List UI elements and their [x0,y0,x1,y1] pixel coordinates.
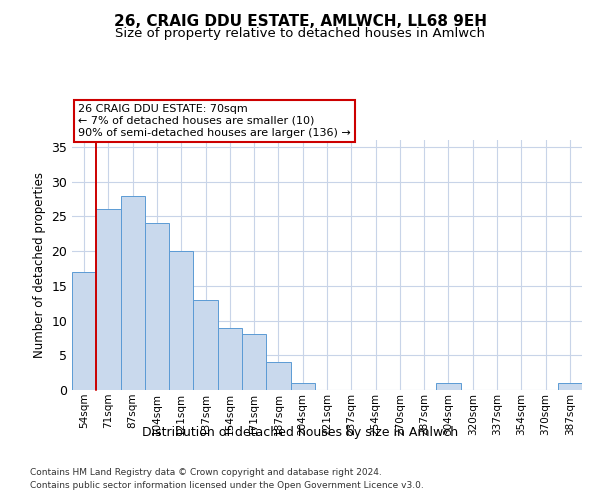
Text: 26 CRAIG DDU ESTATE: 70sqm
← 7% of detached houses are smaller (10)
90% of semi-: 26 CRAIG DDU ESTATE: 70sqm ← 7% of detac… [78,104,351,138]
Text: Contains public sector information licensed under the Open Government Licence v3: Contains public sector information licen… [30,482,424,490]
Bar [121,196,145,390]
Bar [96,210,121,390]
Bar [72,272,96,390]
Bar [242,334,266,390]
Bar [290,383,315,390]
Text: Size of property relative to detached houses in Amlwch: Size of property relative to detached ho… [115,28,485,40]
Bar [193,300,218,390]
Bar [145,224,169,390]
Text: Distribution of detached houses by size in Amlwch: Distribution of detached houses by size … [142,426,458,439]
Bar [218,328,242,390]
Bar [558,383,582,390]
Text: 26, CRAIG DDU ESTATE, AMLWCH, LL68 9EH: 26, CRAIG DDU ESTATE, AMLWCH, LL68 9EH [113,14,487,28]
Y-axis label: Number of detached properties: Number of detached properties [33,172,46,358]
Bar [436,383,461,390]
Bar [169,251,193,390]
Text: Contains HM Land Registry data © Crown copyright and database right 2024.: Contains HM Land Registry data © Crown c… [30,468,382,477]
Bar [266,362,290,390]
